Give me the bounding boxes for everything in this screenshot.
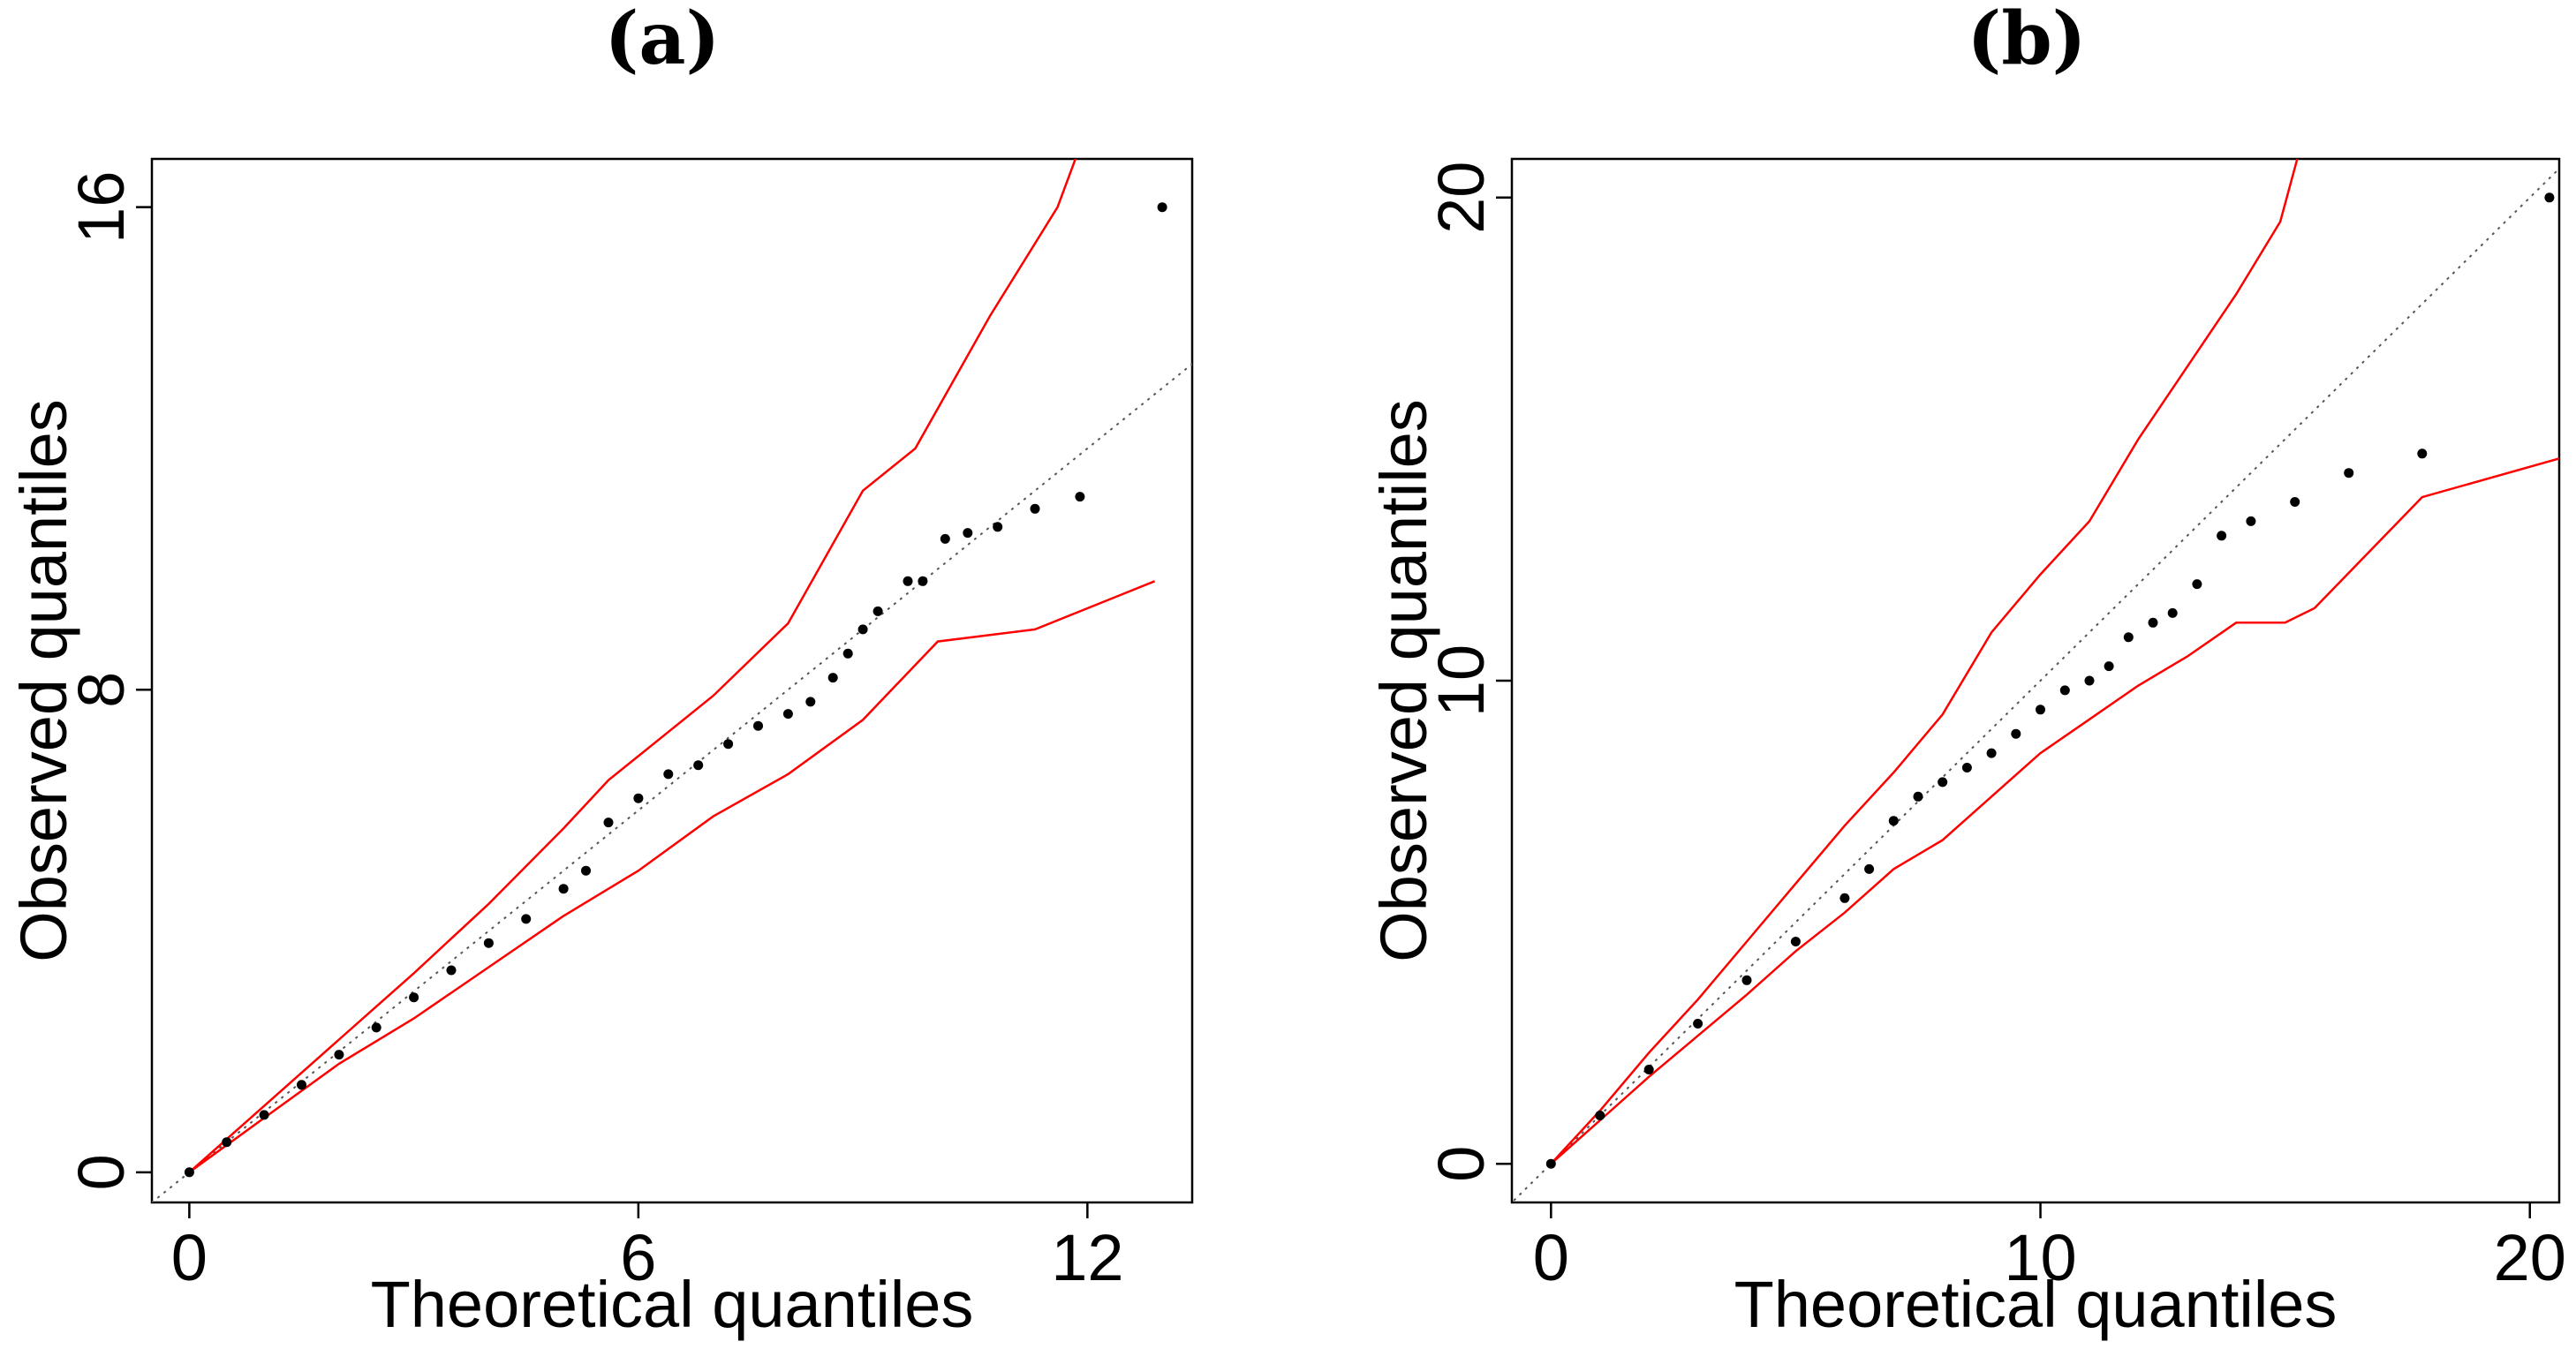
panel-a-data-point [633, 793, 644, 803]
panel-b-lower-band [1550, 457, 2559, 1165]
panel-b-data-point [1693, 1019, 1703, 1029]
panel-b-data-point [1864, 863, 1875, 874]
panel-a-data-point [1157, 202, 1167, 213]
panel-b-data-point [2217, 531, 2227, 541]
panel-b-reference-line [1512, 167, 2559, 1202]
panel-a-data-point [805, 697, 816, 707]
panel-b-data-point [1961, 763, 1972, 772]
panel-b-x-tick-label: 0 [1533, 1221, 1569, 1294]
panel-b-data-point [1643, 1065, 1654, 1074]
panel-b-data-point [1790, 937, 1801, 946]
panel-b-x-tick-label: 20 [2494, 1221, 2566, 1294]
panel-a-data-point [1030, 503, 1040, 514]
panel-a-data-point [827, 673, 838, 683]
panel-b-data-point [2148, 617, 2158, 628]
panel-a-reference-line [152, 363, 1192, 1202]
panel-a-ticks: 0 6 12 0 8 16 [64, 171, 1124, 1294]
panel-a-data-point [940, 533, 950, 544]
panel-b-data-point [1938, 777, 1948, 788]
panel-b-upper-band [1550, 159, 2299, 1165]
panel-a-data-point [842, 648, 853, 659]
panel-b-data-point [1888, 816, 1899, 826]
panel-a-data-point [918, 576, 928, 586]
panel-a-data-point [521, 914, 532, 924]
panel-b-data-point [2192, 579, 2202, 590]
panel-b-data-point [1595, 1111, 1605, 1120]
panel-a-data-point [603, 818, 614, 828]
panel-a-data-point [663, 769, 674, 780]
panel-a-marks [152, 159, 1192, 1202]
panel-a-data-point [723, 739, 734, 750]
panel-b-data-point [2059, 685, 2070, 696]
panel-a-data-point [581, 865, 591, 876]
panel-b-data-point [2011, 728, 2021, 739]
panel-a-title: (a) [605, 0, 721, 81]
panel-a: (a) Theoretical quantiles Observed quant… [7, 0, 1194, 1341]
panel-a-data-point [558, 884, 569, 894]
panel-a-data-point [903, 576, 913, 586]
panel-a-x-tick-label: 0 [171, 1221, 208, 1294]
panel-b-x-axis-label: Theoretical quantiles [1734, 1268, 2338, 1341]
panel-a-data-point [409, 992, 419, 1003]
panel-a-data-point [184, 1167, 194, 1178]
panel-b-data-point [2036, 705, 2045, 715]
panel-b-data-point [2544, 192, 2555, 203]
panel-a-data-point [693, 760, 704, 771]
panel-b-data-point [1986, 748, 1997, 758]
panel-b-data-point [2246, 516, 2256, 526]
panel-b-x-tick-label: 10 [2004, 1221, 2076, 1294]
panel-b-title: (b) [1968, 0, 2087, 81]
panel-a-y-tick-label: 16 [64, 171, 138, 244]
panel-a-y-axis-label: Observed quantiles [7, 399, 80, 962]
panel-a-data-point [993, 522, 1003, 532]
panel-a-data-point [334, 1050, 344, 1060]
panel-a-lower-band [188, 580, 1156, 1173]
panel-a-x-axis-label: Theoretical quantiles [371, 1268, 974, 1341]
panel-b-data-point [2167, 607, 2178, 618]
panel-b-y-tick-label: 10 [1424, 644, 1498, 717]
panel-a-data-point [1075, 492, 1085, 502]
panel-b-marks [1512, 159, 2559, 1202]
panel-b: (b) Theoretical quantiles Observed quant… [1367, 0, 2566, 1341]
panel-a-data-point [297, 1080, 306, 1090]
panel-b-y-tick-label: 0 [1424, 1146, 1498, 1182]
panel-a-upper-band [188, 159, 1077, 1173]
panel-b-data-point [2290, 497, 2300, 507]
panel-a-data-point [371, 1022, 381, 1033]
panel-a-data-point [222, 1137, 232, 1148]
panel-b-plot-frame [1510, 157, 2561, 1204]
panel-a-data-point [259, 1110, 269, 1120]
panel-b-data-point [2084, 675, 2095, 686]
panel-b-data-point [2104, 661, 2114, 672]
panel-b-ticks: 0 10 20 0 10 20 [1424, 162, 2566, 1294]
panel-b-data-point [1545, 1158, 1556, 1169]
panel-a-data-point [963, 528, 973, 539]
panel-a-data-point [873, 606, 883, 616]
panel-b-data-point [1741, 975, 1752, 985]
panel-a-x-tick-label: 12 [1051, 1221, 1123, 1294]
panel-a-y-tick-label: 8 [64, 672, 138, 708]
panel-a-x-tick-label: 6 [620, 1221, 656, 1294]
panel-b-data-point [1913, 791, 1923, 802]
panel-b-data-point [2417, 448, 2428, 459]
panel-b-data-point [2123, 632, 2134, 643]
panel-b-y-tick-label: 20 [1424, 162, 1498, 234]
panel-a-data-point [483, 938, 494, 948]
panel-b-data-point [1839, 893, 1850, 903]
panel-a-data-point [857, 624, 868, 635]
panel-a-data-point [782, 709, 793, 720]
panel-a-data-point [446, 965, 457, 976]
panel-a-y-tick-label: 0 [64, 1154, 138, 1190]
panel-a-data-point [753, 720, 763, 731]
panel-b-data-point [2344, 468, 2354, 479]
panel-b-y-axis-label: Observed quantiles [1367, 399, 1440, 962]
panel-a-plot-frame [150, 157, 1194, 1204]
